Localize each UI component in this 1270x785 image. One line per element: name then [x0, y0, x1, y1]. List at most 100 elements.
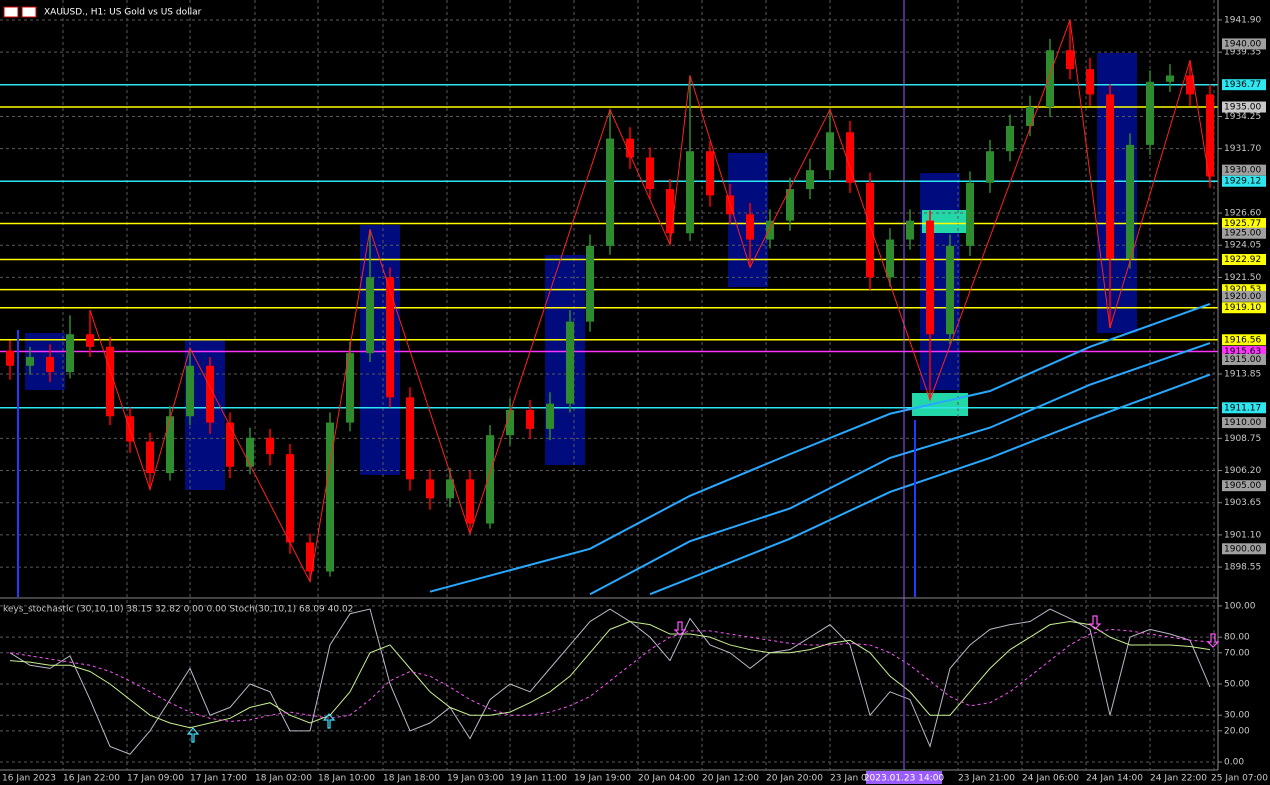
candle-body: [66, 334, 74, 373]
icon-box: [3, 6, 19, 18]
candle-body: [246, 437, 254, 467]
candle-body: [426, 479, 434, 499]
candle-body: [1086, 69, 1094, 95]
x-tick-label: 19 Jan 11:00: [510, 774, 567, 784]
level-label: 1910.00: [1224, 418, 1261, 428]
arrow: [1206, 633, 1220, 648]
arrow: [322, 713, 336, 729]
candle-body: [1106, 94, 1114, 259]
candle-body: [386, 277, 394, 398]
y-tick-label: 100.00: [1224, 601, 1256, 611]
candle-body: [146, 441, 154, 474]
level-box: [1222, 302, 1266, 314]
y-tick-label: 1903.65: [1224, 498, 1261, 508]
candle-body: [486, 435, 494, 524]
candle-body: [46, 356, 54, 373]
levels: [0, 83, 1218, 409]
indicator-line: [9, 608, 1211, 755]
candle-body: [366, 277, 374, 354]
zones: [25, 53, 1137, 490]
level-box: [1222, 480, 1266, 492]
x-tick-label: 19 Jan 19:00: [574, 774, 631, 784]
candle-body: [686, 151, 694, 234]
y-tick-label: 30.00: [1224, 711, 1250, 721]
x-tick-label: 23 Jan 21:00: [958, 774, 1015, 784]
candle-body: [326, 422, 334, 572]
level-label: 1929.12: [1224, 177, 1261, 187]
indicator-line: [9, 628, 1211, 722]
y-tick-label: 1931.70: [1224, 144, 1261, 154]
candle-body: [666, 189, 674, 234]
candle-body: [566, 321, 574, 404]
level-label: 1922.92: [1224, 255, 1261, 265]
candle-body: [506, 409, 514, 436]
candle-body: [846, 132, 854, 183]
candle-body: [886, 239, 894, 278]
moving-average: [589, 342, 1211, 596]
candle-body: [866, 182, 874, 278]
moving-average: [429, 302, 1211, 593]
candle-body: [106, 346, 114, 417]
y-tick-label: 1901.10: [1224, 530, 1261, 540]
indicator-line: [9, 621, 1211, 729]
indicator-title: keys_stochastic (30,10,10) 38.15 32.82 0…: [3, 605, 353, 615]
arrow: [186, 727, 200, 743]
x-tick-label: 16 Jan 2023: [2, 774, 56, 784]
y-tick-label: 1906.20: [1224, 466, 1261, 476]
cursor-label: 2023.01.23 14:00: [864, 774, 945, 784]
candle-body: [806, 170, 814, 190]
level-box: [1222, 346, 1266, 358]
candle-body: [766, 220, 774, 240]
candle-body: [826, 132, 834, 171]
candle-body: [606, 138, 614, 246]
y-tick-label: 1941.90: [1224, 15, 1261, 25]
level-box: [1222, 218, 1266, 230]
level-box: [1222, 543, 1266, 555]
arrow: [1088, 615, 1102, 630]
y-tick-label: 1913.85: [1224, 369, 1261, 379]
candle-body: [346, 353, 354, 423]
candle-body: [406, 397, 414, 480]
icon: [3, 6, 37, 18]
zone: [545, 255, 585, 465]
candle-body: [1206, 94, 1214, 177]
x-tick-label: 17 Jan 09:00: [127, 774, 184, 784]
candle-body: [526, 409, 534, 429]
level-box: [1222, 402, 1266, 414]
level-box: [1222, 253, 1266, 265]
highlight-box: [912, 393, 968, 416]
candle-body: [926, 220, 934, 335]
level-label: 1936.77: [1224, 80, 1261, 90]
x-tick-label: 24 Jan 14:00: [1086, 774, 1143, 784]
candle-body: [986, 151, 994, 183]
level-box: [1222, 101, 1266, 113]
level-label: 1920.00: [1224, 292, 1261, 302]
level-label: 1905.00: [1224, 481, 1261, 491]
y-tick-label: 1939.35: [1224, 48, 1261, 58]
candle-body: [586, 245, 594, 322]
x-tick-label: 16 Jan 22:00: [63, 774, 120, 784]
level-box: [1222, 175, 1266, 187]
x-tick-label: 24 Jan 06:00: [1022, 774, 1079, 784]
candle-body: [186, 365, 194, 417]
candle-body: [786, 189, 794, 221]
candle-body: [226, 422, 234, 467]
level-label: 1930.00: [1224, 166, 1261, 176]
arrow: [673, 621, 687, 636]
grid: [0, 0, 1222, 770]
x-tick-label: 17 Jan 17:00: [190, 774, 247, 784]
y-tick-label: 1926.60: [1224, 209, 1261, 219]
level-box: [1222, 38, 1266, 50]
y-tick-label: 1908.75: [1224, 434, 1261, 444]
moving-average: [649, 373, 1211, 596]
candle-body: [1126, 144, 1134, 259]
y-tick-label: 70.00: [1224, 648, 1250, 658]
chart-title: XAUUSD., H1: US Gold vs US dollar: [44, 8, 202, 18]
candle-body: [946, 245, 954, 335]
candle-body: [706, 151, 714, 196]
candle-body: [746, 214, 754, 240]
y-tick-label: 1934.25: [1224, 112, 1261, 122]
candle-body: [466, 479, 474, 524]
level-label: 1919.10: [1224, 303, 1261, 313]
